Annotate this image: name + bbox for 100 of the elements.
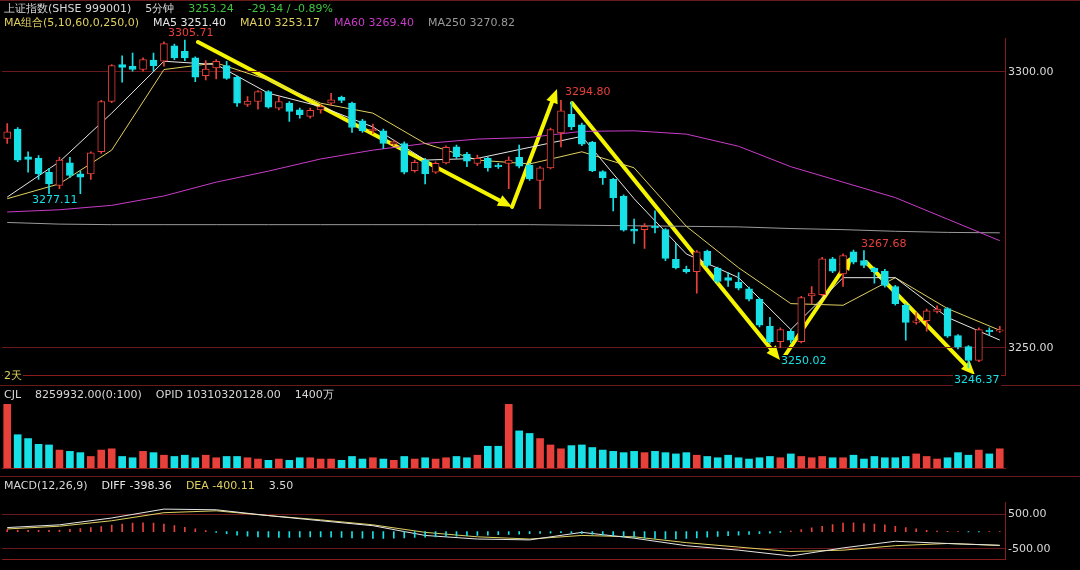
text: 3.50 [268, 478, 294, 492]
text: OPID 10310320128.00 [155, 387, 281, 401]
annotation: 3246.37 [953, 373, 1001, 386]
candlestick [807, 286, 816, 304]
bar [212, 457, 221, 468]
bar [912, 453, 921, 468]
bar [640, 452, 649, 468]
bar [233, 456, 241, 468]
bar [828, 457, 837, 468]
bar [881, 457, 889, 468]
bar [901, 456, 910, 468]
text: -29.34 / -0.89% [247, 1, 333, 15]
candlestick [912, 312, 921, 325]
bar [264, 459, 273, 468]
bar [191, 457, 200, 468]
bar [724, 454, 732, 468]
bar [3, 404, 12, 468]
candlestick [118, 55, 126, 83]
bar [181, 454, 189, 468]
bar [933, 458, 941, 468]
bar [682, 452, 691, 468]
bar [504, 404, 513, 468]
bar [525, 433, 534, 468]
bar [849, 454, 858, 468]
chart-title: MACD(12,26,9) [4, 478, 88, 492]
bar [964, 454, 973, 468]
bar [672, 453, 680, 468]
bar [797, 456, 806, 468]
annotation: 3250.02 [780, 354, 828, 367]
bar [400, 456, 409, 468]
bar [692, 454, 701, 468]
bar [160, 454, 168, 468]
bar [327, 458, 335, 468]
chart-subtitle: 5分钟 [145, 0, 175, 16]
bar [107, 448, 116, 468]
bar [588, 447, 597, 468]
bar [860, 458, 868, 468]
bar [410, 458, 419, 468]
candlestick [24, 151, 32, 173]
bar [995, 448, 1004, 468]
bar [546, 444, 555, 468]
series-label: DEA -400.11 [185, 478, 255, 492]
text: MA250 3270.82 [428, 15, 516, 29]
bar [118, 456, 126, 468]
bar [306, 457, 315, 468]
bar [222, 456, 231, 468]
bar [557, 448, 565, 468]
y-tick-label: 500.00 [1008, 507, 1047, 521]
bar [567, 445, 576, 468]
bar [484, 445, 492, 468]
bar [45, 444, 53, 468]
bar [442, 457, 450, 468]
text: 8259932.00(0:100) [35, 387, 142, 401]
chart-title: CJL [4, 387, 22, 401]
bar [713, 457, 722, 468]
text: 1400万 [294, 386, 334, 402]
chart-title: 上证指数(SHSE 999001) [4, 0, 132, 16]
text: MA10 3253.17 [240, 15, 321, 29]
candlestick [995, 325, 1004, 333]
bar [619, 452, 628, 468]
annotation: 3277.11 [31, 193, 79, 206]
bar [776, 457, 785, 468]
bar [870, 456, 879, 468]
bar [139, 451, 147, 468]
bar [755, 457, 764, 468]
text: MA60 3269.40 [334, 15, 415, 29]
bar [598, 449, 607, 468]
annotation: 2天 [3, 369, 23, 382]
bar [285, 459, 294, 468]
bar [348, 456, 356, 468]
bar [578, 444, 586, 468]
bar [661, 452, 670, 468]
bar [766, 456, 774, 468]
bar [24, 438, 32, 468]
candlestick [630, 218, 638, 244]
candlestick [504, 156, 513, 190]
text: MA5 3251.40 [153, 15, 227, 29]
y-tick-label: 3250.00 [1008, 340, 1054, 354]
bar [494, 445, 503, 468]
y-tick-label: -500.00 [1008, 541, 1051, 555]
bar [275, 458, 283, 468]
bar [463, 457, 471, 468]
bar [922, 456, 931, 468]
bar [651, 451, 659, 468]
bar [734, 457, 743, 468]
bar [13, 434, 22, 468]
bar [807, 457, 816, 468]
bar [452, 456, 461, 468]
bar [201, 454, 210, 468]
bar [243, 457, 252, 468]
bar [975, 449, 983, 468]
bar [473, 454, 482, 468]
bar [891, 457, 900, 468]
bar [97, 449, 106, 468]
legend-title: MA组合(5,10,60,0,250,0) [4, 14, 140, 30]
y-tick-label: 3300.00 [1008, 64, 1054, 78]
bar [34, 443, 43, 468]
bar [66, 451, 74, 468]
bar [943, 457, 952, 468]
bar [170, 456, 179, 468]
